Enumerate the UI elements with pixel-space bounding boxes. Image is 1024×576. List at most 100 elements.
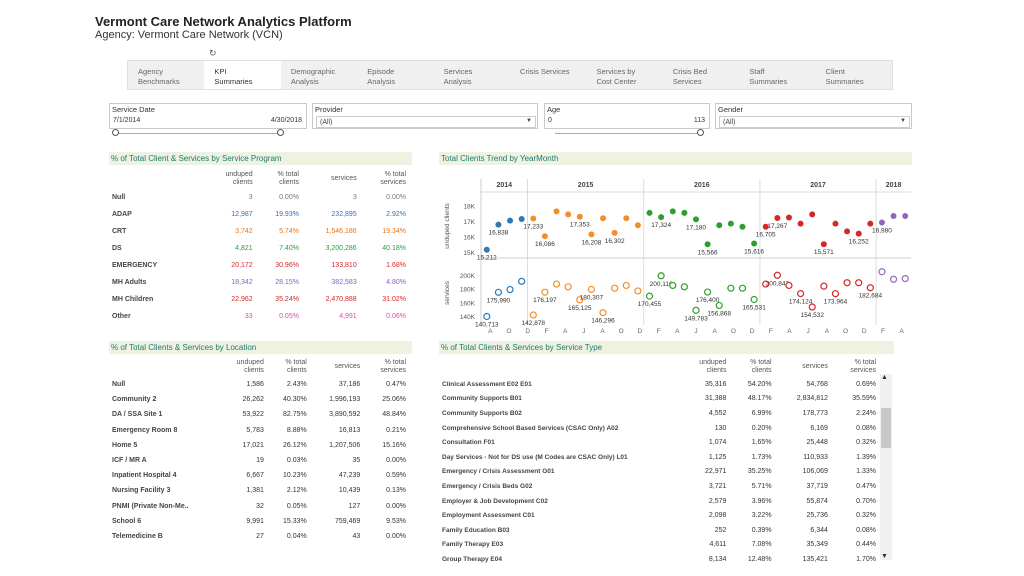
x-tick-label: A — [899, 328, 904, 335]
data-point — [901, 274, 909, 283]
table-row[interactable]: Employment Assessment C01 2,098 3.22% 25,73… — [439, 508, 879, 523]
tab-agency-benchmarks[interactable]: Agency Benchmarks — [138, 67, 180, 86]
data-point — [878, 219, 885, 226]
table-cell: 19.93% — [275, 211, 299, 218]
scroll-down-icon[interactable]: ▼ — [881, 553, 888, 560]
data-label: 140,713 — [475, 322, 499, 329]
table-row[interactable]: Inpatient Hospital 4 6,667 10.23% 47,239 0.5… — [109, 468, 409, 483]
location-title: % of Total Clients & Services by Locatio… — [109, 341, 412, 354]
table-row[interactable]: Consultation F01 1,074 1.65% 25,448 0.32% — [439, 435, 879, 450]
table-cell: 22,962 — [231, 296, 253, 303]
table-row[interactable]: Community 2 26,262 40.30% 1,996,193 25.06% — [109, 392, 409, 407]
table-cell: 6,667 — [246, 472, 264, 480]
table-row[interactable]: Comprehensive School Based Services (CSA… — [439, 421, 879, 436]
table-row[interactable]: Other 33 0.05% 4,991 0.06% — [109, 308, 409, 325]
age-slider-track[interactable] — [555, 133, 703, 134]
table-row[interactable]: Day Services - Not for DS use (M Codes a… — [439, 450, 879, 465]
service-date-slider-track[interactable] — [115, 133, 283, 134]
age-max-handle[interactable] — [697, 129, 704, 136]
data-point — [785, 214, 792, 221]
table-row[interactable]: Employer & Job Development C02 2,579 3.96%… — [439, 494, 879, 509]
scroll-up-icon[interactable]: ▲ — [881, 374, 888, 381]
table-row[interactable]: School 6 9,991 15.33% 759,469 9.53% — [109, 514, 409, 529]
table-cell: 26.12% — [283, 441, 307, 449]
data-point — [680, 283, 688, 291]
table-row[interactable]: Telemedicine B 27 0.04% 43 0.00% — [109, 529, 409, 544]
table-row[interactable]: PNMI (Private Non-Me.. 32 0.05% 127 0.00% — [109, 499, 409, 514]
table-cell: 0.21% — [386, 426, 406, 434]
gender-label: Gender — [718, 105, 744, 114]
table-row[interactable]: DS 4,821 7.40% 3,200,286 40.18% — [109, 240, 409, 257]
service-date-start-handle[interactable] — [112, 129, 119, 136]
row-label: CRT — [112, 228, 127, 235]
service-date-end-handle[interactable] — [277, 129, 284, 136]
tab-crisis-bed-services[interactable]: Crisis Bed Services — [672, 67, 708, 86]
tab-staff-summaries[interactable]: Staff Summaries — [749, 67, 788, 86]
table-row[interactable]: MH Adults 18,342 28.15% 382,583 4.80% — [109, 274, 409, 291]
table-row[interactable]: Null 3 0.00% 3 0.00% — [109, 189, 409, 206]
reload-icon[interactable]: ↻ — [209, 48, 217, 58]
data-point — [681, 209, 688, 216]
table-row[interactable]: Emergency Room 8 5,783 8.88% 16,813 0.21% — [109, 423, 409, 438]
header-spacer — [439, 357, 679, 377]
table-row[interactable]: Home 5 17,021 26.12% 1,207,506 15.16% — [109, 438, 409, 453]
table-row[interactable]: Family Education B03 252 0.39% 6,344 0.08% — [439, 523, 879, 538]
table-row[interactable]: Group Therapy E04 8,134 12.48% 135,421 1.70% — [439, 552, 879, 567]
scrollbar-thumb[interactable] — [881, 408, 891, 448]
header-spacer — [109, 169, 204, 189]
table-cell: 1,381 — [246, 487, 264, 495]
data-label: 154,532 — [800, 312, 824, 319]
tab-demographic-analysis[interactable]: Demographic Analysis — [290, 67, 336, 86]
data-label: 15,212 — [477, 255, 497, 262]
year-header: 2015 — [578, 182, 594, 189]
year-header: 2018 — [886, 182, 902, 189]
table-cell: 1,074 — [708, 439, 727, 447]
tab-episode-analysis[interactable]: Episode Analysis — [367, 67, 396, 86]
data-point — [495, 221, 502, 228]
gender-dropdown[interactable]: (All) ▼ — [719, 116, 910, 128]
row-label: MH Children — [112, 296, 154, 303]
row-label: Home 5 — [112, 441, 138, 449]
tab-services-by-cost-center[interactable]: Services by Cost Center — [596, 67, 637, 86]
table-row[interactable]: DA / SSA Site 1 53,922 82.75% 3,890,592 48.8… — [109, 407, 409, 422]
y-axis-label: unduped clients — [444, 202, 451, 248]
data-point — [483, 246, 490, 253]
table-row[interactable]: Nursing Facility 3 1,381 2.12% 10,439 0.13% — [109, 483, 409, 498]
table-row[interactable]: ADAP 12,987 19.93% 232,895 2.92% — [109, 206, 409, 223]
tab-crisis-services[interactable]: Crisis Services — [520, 67, 570, 76]
table-row[interactable]: MH Children 22,962 35.24% 2,470,888 31.02% — [109, 291, 409, 308]
data-label: 200,843 — [766, 280, 790, 287]
x-tick-label: D — [750, 328, 755, 335]
provider-dropdown[interactable]: (All) ▼ — [316, 116, 536, 128]
data-point — [796, 290, 805, 298]
tab-services-analysis[interactable]: Services Analysis — [443, 67, 473, 86]
table-cell: 0.59% — [386, 472, 406, 480]
table-row[interactable]: Community Supports B02 4,552 6.99% 178,773 2… — [439, 406, 879, 421]
data-point — [576, 296, 584, 304]
table-row[interactable]: Community Supports B01 31,388 48.17% 2,834,… — [439, 392, 879, 407]
table-cell: 10.23% — [283, 472, 307, 480]
table-cell: 35,316 — [705, 380, 727, 388]
data-label: 15,566 — [698, 249, 718, 256]
table-row[interactable]: EMERGENCY 20,172 30.96% 133,810 1.68% — [109, 257, 409, 274]
table-row[interactable]: Emergency / Crisis Assessment G01 22,971 3… — [439, 465, 879, 480]
table-row[interactable]: Family Therapy E03 4,611 7.08% 35,349 0.44% — [439, 538, 879, 553]
table-cell: 25,736 — [806, 512, 828, 520]
table-cell: 35.59% — [852, 395, 876, 403]
column-header: services — [802, 363, 828, 370]
table-row[interactable]: Null 1,586 2.43% 37,186 0.47% — [109, 377, 409, 392]
table-row[interactable]: CRT 3,742 5.74% 1,546,186 19.34% — [109, 223, 409, 240]
service-type-scrollbar[interactable]: ▲ ▼ — [880, 374, 892, 560]
table-cell: 0.20% — [751, 424, 772, 432]
table-row[interactable]: ICF / MR A 19 0.03% 35 0.00% — [109, 453, 409, 468]
table-cell: 1.68% — [386, 262, 406, 269]
table-row[interactable]: Emergency / Crisis Beds G02 3,721 5.71% 37,… — [439, 479, 879, 494]
tab-kpi-summaries[interactable]: KPI Summaries — [204, 61, 281, 89]
table-row[interactable]: Clinical Assessment E02 E01 35,316 54.20% 5… — [439, 377, 879, 392]
table-cell: 40.30% — [283, 396, 307, 404]
column-header: % total services — [380, 171, 406, 186]
tab-client-summaries[interactable]: Client Summaries — [825, 67, 864, 86]
table-cell: 2,834,812 — [796, 395, 828, 403]
service-date-filter: Service Date 7/1/2014 4/30/2018 — [109, 103, 307, 129]
service-date-end: 4/30/2018 — [270, 117, 302, 124]
